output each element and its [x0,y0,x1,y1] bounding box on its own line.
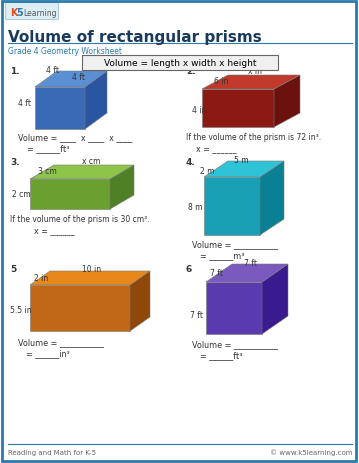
Polygon shape [260,162,284,236]
Text: © www.k5learning.com: © www.k5learning.com [270,448,352,455]
Text: 8 m: 8 m [188,202,202,212]
Polygon shape [204,162,284,178]
Text: 5.5 in: 5.5 in [10,305,32,314]
Text: 1.: 1. [10,67,20,76]
Text: Learning: Learning [23,8,56,18]
Text: If the volume of the prism is 72 in³.: If the volume of the prism is 72 in³. [186,133,321,142]
Text: If the volume of the prism is 30 cm³.: If the volume of the prism is 30 cm³. [10,214,150,224]
Polygon shape [110,166,134,210]
Text: 5 m: 5 m [234,156,249,165]
Text: x in: x in [248,67,262,76]
Text: x = ______: x = ______ [196,144,237,153]
Text: Volume = length x width x height: Volume = length x width x height [104,59,256,69]
Polygon shape [30,166,134,180]
Text: 4 ft: 4 ft [18,99,31,108]
Polygon shape [130,271,150,332]
Polygon shape [206,282,262,334]
Polygon shape [202,90,274,128]
Polygon shape [85,72,107,130]
Text: 6 in: 6 in [214,77,228,86]
Text: = ______ft³: = ______ft³ [27,144,69,153]
FancyBboxPatch shape [82,56,278,71]
Text: Reading and Math for K-5: Reading and Math for K-5 [8,449,96,455]
Text: 10 in: 10 in [82,264,101,274]
Polygon shape [204,178,260,236]
Text: 2.: 2. [186,67,196,76]
Text: 6: 6 [186,264,192,274]
Polygon shape [30,271,150,285]
Polygon shape [274,76,300,128]
Text: 7 ft: 7 ft [210,269,223,277]
Text: Volume = ___________: Volume = ___________ [18,337,104,346]
Text: 4 in: 4 in [192,106,206,115]
Text: 3 cm: 3 cm [38,167,57,175]
Text: Grade 4 Geometry Worksheet: Grade 4 Geometry Worksheet [8,47,122,56]
Text: Volume = ___________: Volume = ___________ [192,239,278,249]
Text: Volume = ___________: Volume = ___________ [192,339,278,348]
Text: 2 in: 2 in [34,274,48,282]
Text: 4.: 4. [186,158,196,167]
Text: = ______in³: = ______in³ [26,348,70,357]
Polygon shape [30,180,110,210]
Text: 7 ft: 7 ft [190,310,203,319]
Polygon shape [35,88,85,130]
Text: 4 ft: 4 ft [72,73,85,82]
Text: K: K [10,8,18,18]
Polygon shape [35,72,107,88]
Text: Volume = ____  x ____  x ____: Volume = ____ x ____ x ____ [18,133,132,142]
Text: 5: 5 [10,264,16,274]
Polygon shape [202,76,300,90]
Text: 3.: 3. [10,158,20,167]
Text: 2 m: 2 m [200,167,214,175]
Text: 4 ft: 4 ft [46,66,59,75]
Text: 7 ft: 7 ft [244,258,257,268]
Text: x = ______: x = ______ [34,225,75,234]
Text: x cm: x cm [82,156,101,166]
Text: = ______ft³: = ______ft³ [200,350,242,359]
Text: = ______m³: = ______m³ [200,250,244,259]
Text: 5: 5 [16,8,23,18]
Polygon shape [262,264,288,334]
FancyBboxPatch shape [5,4,59,20]
Text: Volume of rectangular prisms: Volume of rectangular prisms [8,30,262,45]
Text: 2 cm: 2 cm [12,189,31,199]
Polygon shape [206,264,288,282]
Polygon shape [30,285,130,332]
